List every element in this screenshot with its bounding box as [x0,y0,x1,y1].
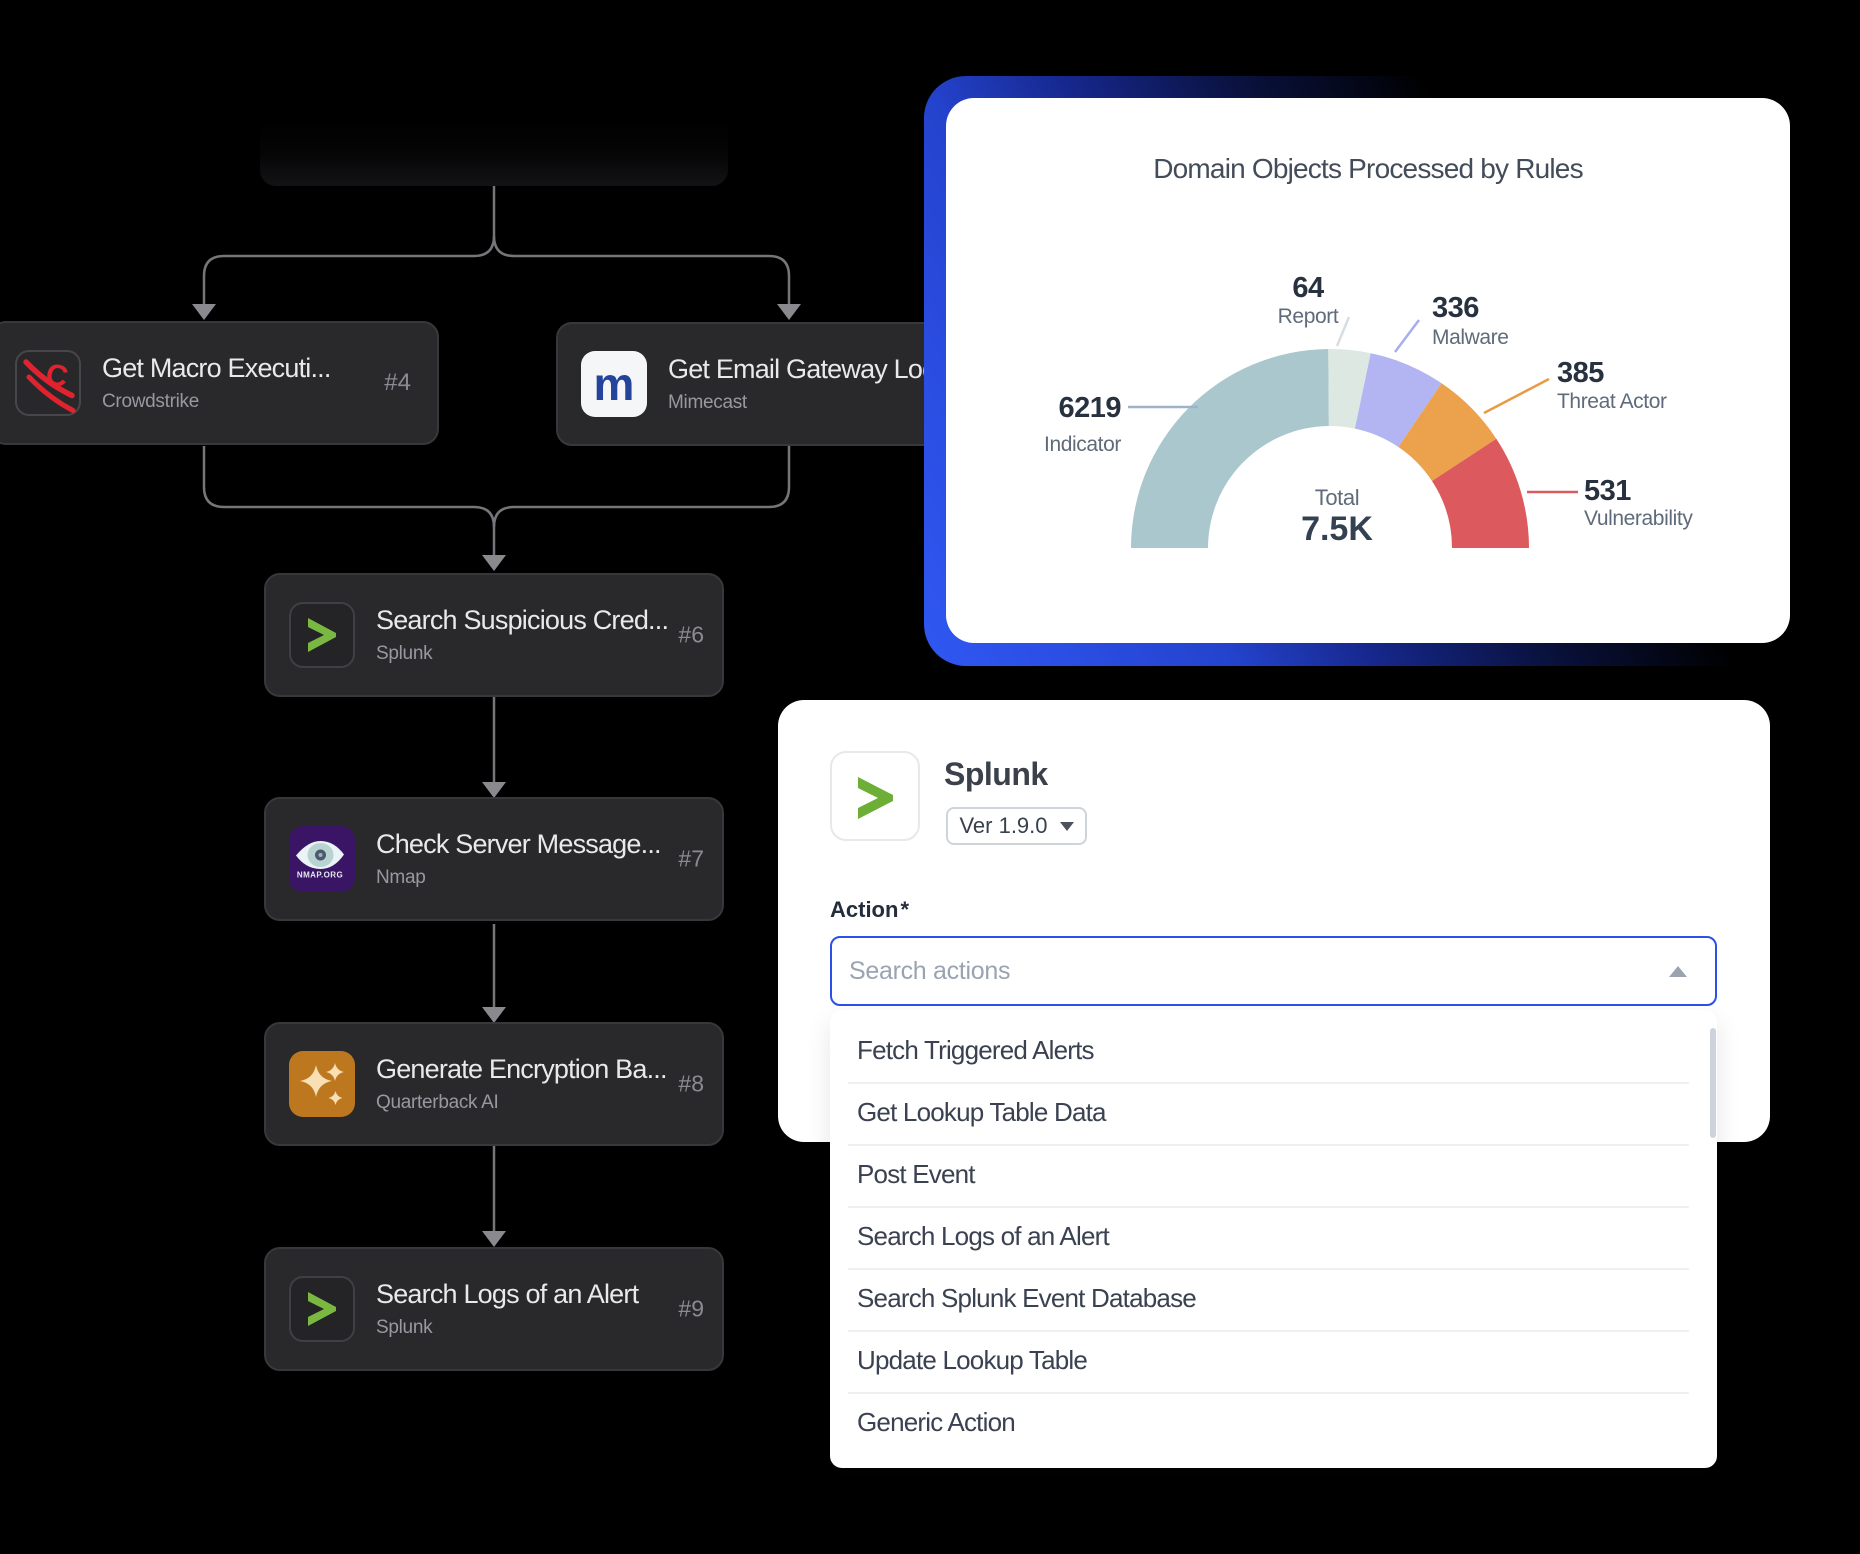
svg-text:NMAP.ORG: NMAP.ORG [297,871,343,880]
svg-text:C: C [43,358,71,395]
